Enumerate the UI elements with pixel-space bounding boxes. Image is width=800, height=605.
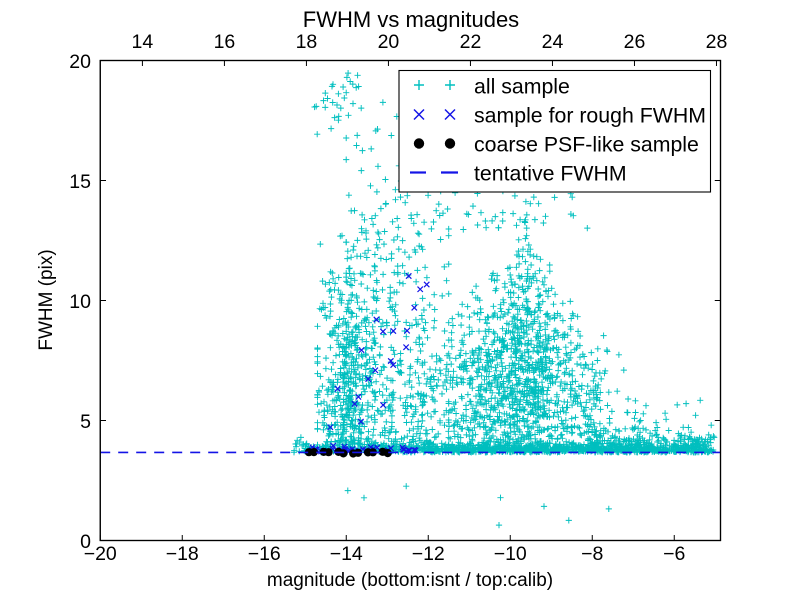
svg-text:−10: −10 — [494, 543, 527, 565]
svg-text:sample for rough FWHM: sample for rough FWHM — [474, 104, 706, 128]
svg-text:−6: −6 — [663, 543, 685, 565]
svg-text:20: 20 — [69, 51, 91, 73]
svg-text:−16: −16 — [248, 543, 281, 565]
svg-text:−18: −18 — [166, 543, 199, 565]
svg-text:26: 26 — [624, 31, 646, 53]
svg-text:15: 15 — [69, 171, 91, 193]
svg-text:tentative FWHM: tentative FWHM — [474, 162, 627, 186]
svg-text:coarse PSF-like sample: coarse PSF-like sample — [474, 133, 699, 157]
svg-text:24: 24 — [542, 31, 564, 53]
svg-text:18: 18 — [296, 31, 318, 53]
svg-text:10: 10 — [69, 291, 91, 313]
svg-text:−8: −8 — [581, 543, 603, 565]
svg-text:−14: −14 — [330, 543, 363, 565]
svg-text:28: 28 — [706, 31, 728, 53]
svg-text:all sample: all sample — [474, 75, 570, 99]
svg-text:16: 16 — [214, 31, 236, 53]
svg-text:magnitude (bottom:isnt / top:c: magnitude (bottom:isnt / top:calib) — [267, 570, 553, 591]
svg-text:0: 0 — [80, 531, 91, 553]
svg-text:5: 5 — [80, 411, 91, 433]
svg-text:FWHM (pix): FWHM (pix) — [36, 249, 57, 350]
svg-text:22: 22 — [460, 31, 482, 53]
svg-text:14: 14 — [132, 31, 154, 53]
svg-text:20: 20 — [378, 31, 400, 53]
svg-text:−12: −12 — [412, 543, 445, 565]
svg-text:FWHM vs magnitudes: FWHM vs magnitudes — [303, 7, 519, 32]
